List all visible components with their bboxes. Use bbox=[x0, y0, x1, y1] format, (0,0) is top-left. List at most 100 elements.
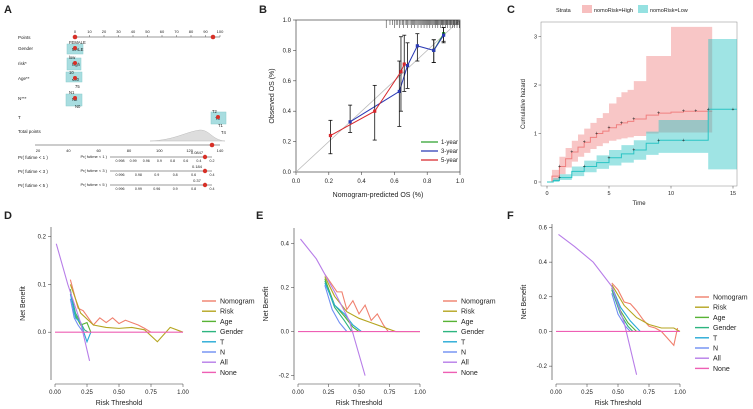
calibration-point-3-year bbox=[405, 64, 410, 68]
panel-letter-f: F bbox=[507, 210, 514, 222]
panel-letter-e: E bbox=[256, 210, 263, 222]
total-points-tick-3: 80 bbox=[127, 148, 132, 153]
x-tick-3: 0.75 bbox=[384, 390, 396, 396]
total-points-tick-2: 60 bbox=[96, 148, 101, 153]
x-tick-2: 0.50 bbox=[612, 390, 624, 396]
legend-label-Nomogram: Nomogram bbox=[461, 299, 496, 306]
x-axis-label: Risk Threshold bbox=[336, 400, 383, 407]
censor-mark-nomoRisk=High: + bbox=[608, 125, 611, 131]
y-tick-0: 0.0 bbox=[38, 330, 47, 336]
nomogram-level-1-0: FEMALE bbox=[69, 40, 86, 45]
legend-title: Strata bbox=[556, 8, 572, 14]
total-points-tick-5: 120 bbox=[186, 148, 193, 153]
dca-line-N bbox=[611, 293, 631, 332]
legend-label-Risk: Risk bbox=[713, 305, 727, 312]
legend-label-nomoRisk=High: nomoRisk=High bbox=[594, 8, 633, 14]
probability-tick-9-3: 0.9 bbox=[173, 187, 178, 191]
y-tick-2: 0.2 bbox=[539, 295, 548, 301]
x-tick-1: 0.25 bbox=[81, 390, 93, 396]
y-tick-4: 0.6 bbox=[539, 225, 548, 231]
probability-tick-8-2: 0.9 bbox=[154, 173, 159, 177]
dca-line-Risk bbox=[69, 284, 184, 343]
nomogram-row-label-8: Pr( futime < 3 ) bbox=[18, 169, 48, 174]
x-tick-4: 1.00 bbox=[674, 390, 686, 396]
censor-mark-nomoRisk=High: + bbox=[682, 109, 685, 115]
nomogram-row-label-4: N*** bbox=[18, 96, 27, 101]
probability-value-8: 0.184 bbox=[192, 164, 203, 169]
legend-label-Risk: Risk bbox=[220, 309, 234, 316]
x-axis-label: Risk Threshold bbox=[595, 400, 642, 407]
y-tick-2: 0.4 bbox=[283, 109, 292, 115]
x-tick-3: 0.6 bbox=[390, 179, 399, 185]
legend-label-3-year: 3-year bbox=[441, 149, 458, 155]
y-tick-2: 0.2 bbox=[38, 235, 47, 241]
nomogram-level-5-3: T4 bbox=[221, 130, 227, 135]
x-axis-label: Time bbox=[632, 201, 646, 207]
probability-tick-7-0: 0.998 bbox=[116, 159, 125, 163]
y-tick-0: 0 bbox=[534, 180, 537, 186]
points-tick-3: 30 bbox=[116, 29, 121, 34]
dca-line-All bbox=[300, 238, 366, 376]
nomogram-marker-2 bbox=[73, 61, 77, 65]
points-tick-2: 20 bbox=[102, 29, 107, 34]
probability-label-9: Pr( futime < 5 ) bbox=[80, 182, 107, 187]
legend-swatch-nomoRisk=Low bbox=[638, 5, 648, 13]
nomogram-marker-1 bbox=[73, 46, 77, 50]
x-tick-4: 1.00 bbox=[177, 390, 189, 396]
y-tick-0: -0.2 bbox=[537, 364, 548, 370]
nomogram-row-label-0: Points bbox=[18, 35, 31, 40]
x-tick-3: 15 bbox=[730, 191, 736, 197]
calibration-line-5-year bbox=[330, 63, 405, 136]
nomogram-row-label-9: Pr( futime < 5 ) bbox=[18, 183, 48, 188]
nomogram-level-2-0: low bbox=[69, 55, 76, 60]
y-tick-1: 0.2 bbox=[283, 140, 292, 146]
legend-label-Nomogram: Nomogram bbox=[220, 299, 255, 306]
dca-line-Age bbox=[324, 278, 360, 332]
points-tick-7: 70 bbox=[174, 29, 179, 34]
panel-letter-a: A bbox=[4, 4, 12, 16]
x-tick-1: 0.25 bbox=[581, 390, 593, 396]
censor-mark-nomoRisk=High: + bbox=[595, 131, 598, 137]
probability-tick-9-0: 0.996 bbox=[116, 187, 125, 191]
nomogram-marker-5 bbox=[216, 115, 220, 119]
points-tick-0: 0 bbox=[74, 29, 77, 34]
calibration-plot: 0.0 0.2 0.4 0.6 0.8 1.0 0.0 0.2 0.4 0.6 0.8 1.0 Nomo… bbox=[269, 18, 465, 199]
probability-value-9: 0.37 bbox=[193, 178, 202, 183]
points-tick-4: 40 bbox=[131, 29, 136, 34]
probability-tick-8-1: 0.98 bbox=[135, 173, 142, 177]
probability-tick-7-5: 0.6 bbox=[183, 159, 188, 163]
points-tick-8: 80 bbox=[189, 29, 194, 34]
x-tick-4: 1.00 bbox=[414, 390, 426, 396]
total-points-tick-6: 140 bbox=[217, 148, 224, 153]
censor-mark-nomoRisk=Low: + bbox=[558, 175, 561, 181]
y-tick-3: 0.6 bbox=[283, 79, 292, 85]
nomogram-level-3-0: 10 bbox=[69, 70, 74, 75]
points-tick-9: 90 bbox=[203, 29, 208, 34]
ci-ribbon-nomoRisk=High bbox=[547, 26, 713, 183]
y-tick-1: 1 bbox=[534, 132, 537, 138]
dca-line-Risk bbox=[611, 284, 681, 332]
y-tick-1: 0.0 bbox=[281, 330, 290, 336]
legend-label-N: N bbox=[220, 350, 225, 357]
legend-label-Gender: Gender bbox=[713, 325, 737, 332]
probability-tick-8-3: 0.8 bbox=[173, 173, 178, 177]
total-points-marker bbox=[209, 142, 215, 148]
nomogram-row-label-5: T bbox=[18, 115, 21, 120]
legend-label-nomoRisk=Low: nomoRisk=Low bbox=[650, 8, 688, 14]
x-tick-4: 0.8 bbox=[423, 179, 432, 185]
points-tick-10: 100 bbox=[217, 29, 224, 34]
censor-mark-nomoRisk=High: + bbox=[558, 164, 561, 170]
calibration-point-5-year bbox=[402, 62, 406, 66]
probability-tick-9-2: 0.96 bbox=[153, 187, 160, 191]
nomogram-marker-4 bbox=[73, 96, 77, 100]
x-tick-3: 0.75 bbox=[145, 390, 157, 396]
probability-tick-7-1: 0.99 bbox=[130, 159, 137, 163]
censor-mark-nomoRisk=Low: + bbox=[657, 138, 660, 144]
y-tick-3: 3 bbox=[534, 35, 537, 41]
nomogram-row-label-7: Pr( futime < 1 ) bbox=[18, 155, 48, 160]
legend-label-None: None bbox=[220, 370, 237, 377]
legend-label-None: None bbox=[461, 370, 478, 377]
x-axis-label: Risk Threshold bbox=[96, 400, 143, 407]
nomogram-level-5-0: T2 bbox=[212, 109, 218, 114]
